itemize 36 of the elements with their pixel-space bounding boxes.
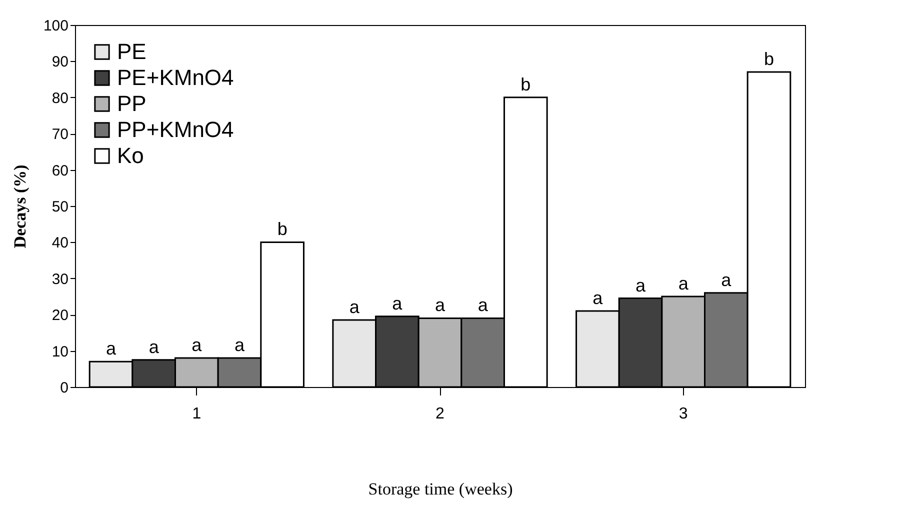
legend-label: PP <box>117 91 146 116</box>
data-label: b <box>764 49 774 70</box>
x-tick-label: 2 <box>436 406 445 422</box>
data-label: a <box>721 270 732 290</box>
data-label: a <box>106 338 118 359</box>
x-tick-label: 1 <box>192 406 202 422</box>
data-label: a <box>434 295 446 316</box>
y-tick-label: 0 <box>60 380 68 396</box>
legend-label: PP+KMnO4 <box>117 117 234 142</box>
y-tick-label: 50 <box>52 198 68 216</box>
data-label: a <box>349 297 360 318</box>
data-label: a <box>392 293 404 314</box>
y-tick-label: 30 <box>52 270 68 288</box>
y-tick-label: 70 <box>52 126 68 144</box>
y-tick-label: 80 <box>52 90 68 107</box>
legend-label: Ko <box>117 143 144 168</box>
y-tick-label: 20 <box>52 307 68 324</box>
data-label: a <box>678 274 690 294</box>
legend-label: PE <box>117 39 146 64</box>
y-tick-label: 40 <box>52 234 68 252</box>
data-label: b <box>277 219 288 240</box>
y-tick-label: 60 <box>52 162 68 180</box>
y-tick-label: 90 <box>52 54 68 71</box>
legend-label: PE+KMnO4 <box>117 65 234 90</box>
y-axis-title: Decays (%) <box>10 164 30 248</box>
data-label: a <box>592 288 604 308</box>
data-label: a <box>478 295 489 316</box>
y-tick-label: 10 <box>52 343 68 360</box>
data-label: a <box>636 275 646 296</box>
data-label: a <box>234 335 246 356</box>
x-tick-label: 3 <box>678 406 688 422</box>
data-label: b <box>520 74 531 94</box>
y-tick-label: 100 <box>43 18 68 34</box>
data-label: a <box>148 336 160 357</box>
data-label: a <box>192 335 203 356</box>
x-axis-title: Storage time (weeks) <box>368 480 513 498</box>
